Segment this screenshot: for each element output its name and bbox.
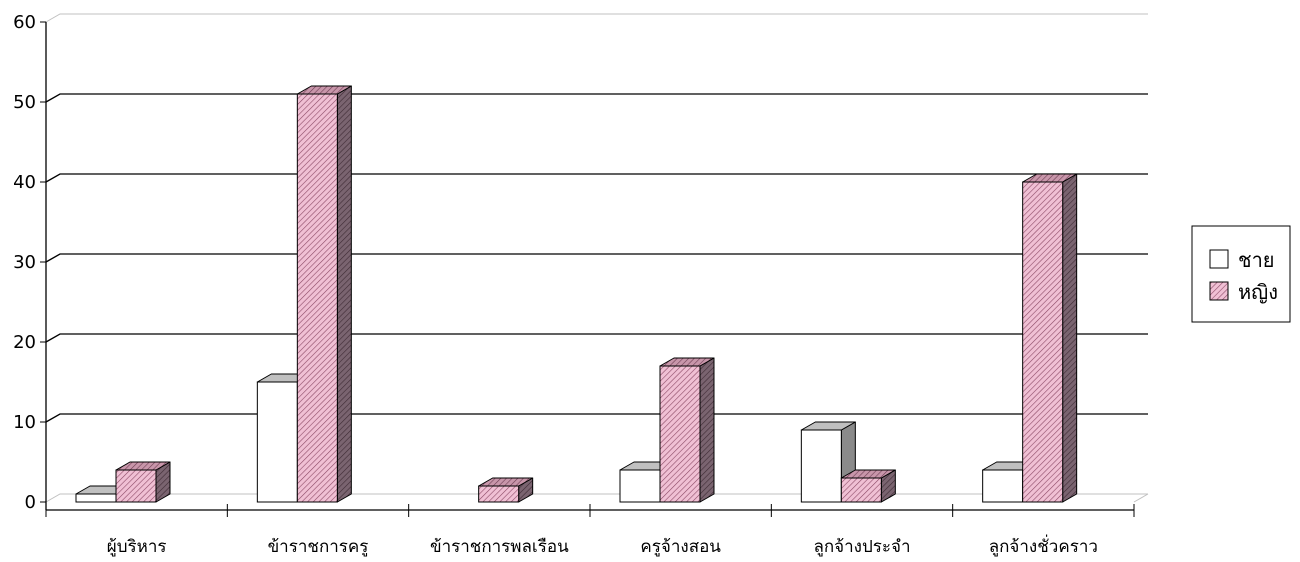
bar-series-1-category-1 <box>296 85 352 503</box>
y-tick-label: 20 <box>13 332 36 353</box>
axes <box>40 21 1135 517</box>
legend-label-female: หญิง <box>1238 280 1278 304</box>
x-tick-label: ลูกจ้างประจำ <box>813 537 910 557</box>
gridline <box>45 93 1148 103</box>
x-tick-label: ข้าราชการครู <box>268 537 369 557</box>
bar-front-face <box>478 485 520 503</box>
gridlines <box>45 13 1149 503</box>
y-tick-label: 50 <box>13 92 36 113</box>
legend-swatch-female <box>1209 281 1229 301</box>
bar-series-1-category-0 <box>115 461 171 503</box>
x-tick-label: ข้าราชการพลเรือน <box>430 537 569 557</box>
bar-side-face <box>699 357 715 503</box>
bars <box>75 85 1078 503</box>
y-tick-label: 60 <box>13 12 36 33</box>
x-tick-label: ลูกจ้างชั่วคราว <box>989 534 1098 557</box>
bar-series-1-category-2 <box>478 477 534 503</box>
y-tick-label: 30 <box>13 252 36 273</box>
bar-front-face <box>982 469 1024 503</box>
gridline <box>45 253 1148 263</box>
y-tick-label: 10 <box>13 412 36 433</box>
bar-side-face <box>1062 173 1078 503</box>
gridline <box>45 413 1148 423</box>
bar-series-1-category-3 <box>659 357 715 503</box>
bar-front-face <box>619 469 661 503</box>
grid-edge-line <box>45 493 1148 503</box>
x-tick-label: ผู้บริหาร <box>107 537 167 557</box>
bar-front-face <box>659 365 701 503</box>
legend-swatch-male <box>1209 249 1229 269</box>
bar-front-face <box>256 381 298 503</box>
bar-front-face <box>800 429 842 503</box>
y-tick-label: 0 <box>25 492 36 513</box>
legend-box <box>1191 225 1291 323</box>
bar-front-face <box>840 477 882 503</box>
axis-labels: 0 10 20 30 40 50 60 ผู้บริหาร ข้าราชการครู ข้าราช… <box>13 12 1098 557</box>
bar-series-1-category-4 <box>840 469 896 503</box>
bar-series-1-category-5 <box>1022 173 1078 503</box>
bar-front-face <box>115 469 157 503</box>
gridline <box>45 173 1148 183</box>
bar-front-face <box>1022 181 1064 503</box>
grid-edge-line <box>45 13 1148 23</box>
x-tick-label: ครูจ้างสอน <box>640 537 721 557</box>
floor-edge-line <box>1133 493 1149 503</box>
legend: ชาย หญิง <box>1191 225 1291 323</box>
y-tick-label: 40 <box>13 172 36 193</box>
gridline <box>45 333 1148 343</box>
bar-front-face <box>75 493 117 503</box>
legend-label-male: ชาย <box>1238 248 1275 272</box>
bar-side-face <box>336 85 352 503</box>
bar-front-face <box>296 93 338 503</box>
